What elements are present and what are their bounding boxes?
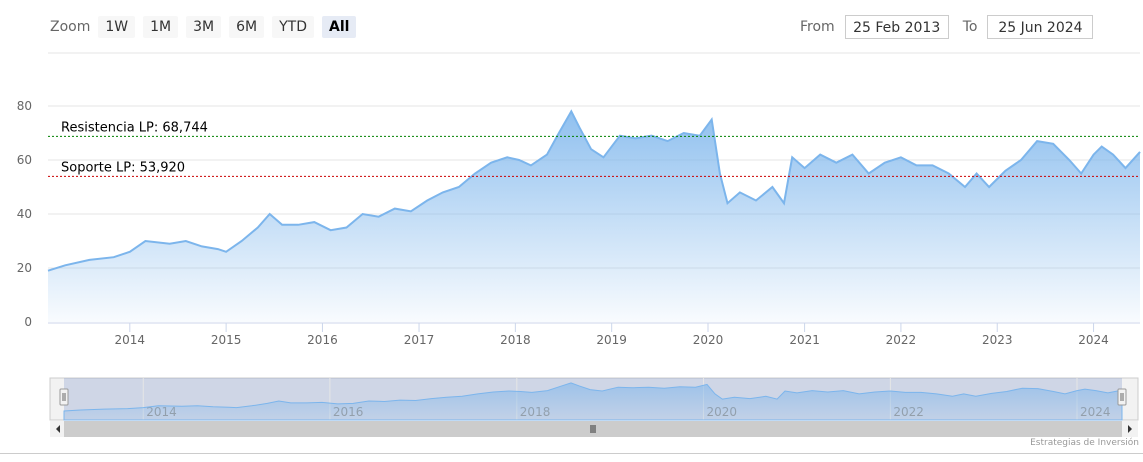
to-label: To (962, 19, 978, 35)
support-label: Soporte LP: 53,920 (61, 160, 185, 175)
scroll-left-arrow-icon[interactable] (56, 425, 60, 433)
x-axis: 2014 2015 2016 2017 2018 2019 2020 2021 2022 2023… (48, 322, 1140, 347)
price-area-series (47, 109, 1141, 323)
navigator-series (63, 382, 1123, 421)
x-tick-label: 2017 (404, 333, 435, 347)
x-tick-label: 2022 (886, 333, 917, 347)
x-tick-label: 2021 (789, 333, 820, 347)
zoom-button-1m[interactable]: 1M (143, 16, 179, 38)
y-axis-ticks: 0 20 40 60 80 (17, 99, 32, 329)
navigator-handle-right[interactable] (1117, 388, 1127, 406)
x-tick-label: 2014 (115, 333, 146, 347)
x-tick-label: 2024 (1078, 333, 1109, 347)
zoom-button-3m[interactable]: 3M (186, 16, 222, 38)
zoom-label: Zoom (50, 19, 91, 35)
support-resistance-lines: Resistencia LP: 68,744 Soporte LP: 53,920 (48, 120, 1140, 177)
navigator-handle-left[interactable] (59, 388, 69, 406)
y-tick-label: 60 (17, 153, 32, 167)
scroll-right-arrow-icon[interactable] (1128, 425, 1132, 433)
navigator[interactable]: 201420162018202020222024 (49, 377, 1139, 421)
zoom-button-all[interactable]: All (322, 16, 357, 38)
credits: Estrategias de Inversión (1030, 438, 1139, 448)
y-tick-label: 20 (17, 261, 32, 275)
x-tick-label: 2020 (693, 333, 724, 347)
resistance-label: Resistencia LP: 68,744 (61, 120, 208, 135)
y-tick-label: 40 (17, 207, 32, 221)
from-date-input[interactable]: 25 Feb 2013 (844, 15, 949, 39)
price-area-fill (48, 111, 1140, 323)
to-date-input[interactable]: 25 Jun 2024 (987, 15, 1094, 39)
x-tick-label: 2018 (500, 333, 531, 347)
bottom-divider (0, 453, 1143, 454)
x-tick-label: 2016 (307, 333, 338, 347)
zoom-button-1w[interactable]: 1W (98, 16, 136, 38)
x-tick-label: 2015 (211, 333, 242, 347)
scrollbar[interactable] (50, 421, 1138, 437)
zoom-button-6m[interactable]: 6M (229, 16, 265, 38)
y-tick-label: 0 (24, 315, 32, 329)
date-range-selector: From 25 Feb 2013 To 25 Jun 2024 (800, 14, 1107, 40)
y-tick-label: 80 (17, 99, 32, 113)
zoom-button-ytd[interactable]: YTD (272, 16, 314, 38)
x-tick-label: 2023 (982, 333, 1013, 347)
x-tick-label: 2019 (596, 333, 627, 347)
from-label: From (800, 19, 835, 35)
price-line (47, 109, 1141, 272)
zoom-selector: Zoom 1W 1M 3M 6M YTD All (50, 14, 364, 40)
